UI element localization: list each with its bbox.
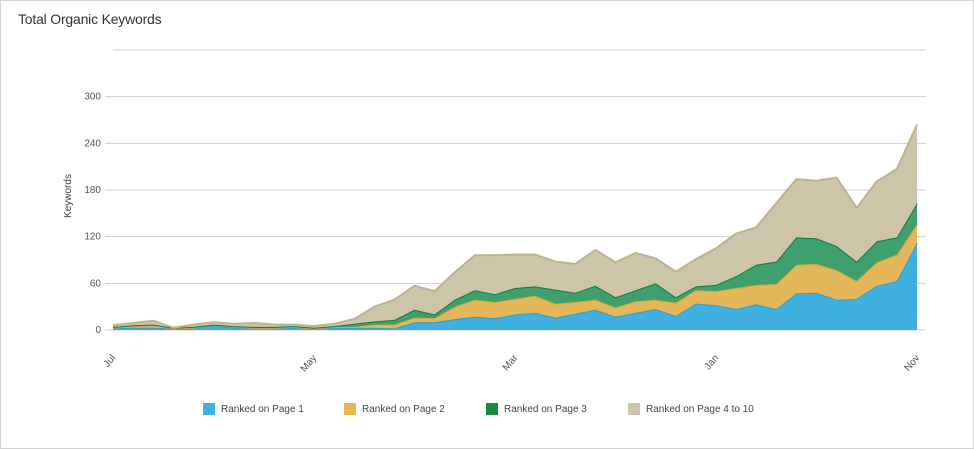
y-tick-label: 120 [84, 232, 101, 243]
legend-item-page-1[interactable]: Ranked on Page 1 [203, 403, 304, 415]
legend-label: Ranked on Page 1 [221, 403, 304, 415]
x-tick-label: Nov [902, 353, 922, 374]
chart-title: Total Organic Keywords [18, 11, 162, 27]
line-ranked-on-page-4-to-10 [112, 124, 918, 329]
area-ranked-on-page-4-to-10 [113, 124, 917, 328]
x-tick-label: Jul [102, 353, 119, 370]
x-tick-label: Mar [501, 352, 521, 373]
legend-label: Ranked on Page 3 [504, 403, 587, 415]
area-ranked-on-page-1 [113, 242, 917, 330]
y-axis-label: Keywords [63, 174, 74, 218]
legend-label: Ranked on Page 4 to 10 [646, 403, 754, 415]
y-tick-label: 300 [84, 92, 101, 103]
y-tick-label: 240 [84, 138, 101, 149]
area-ranked-on-page-2 [113, 224, 917, 329]
legend: Ranked on Page 1 Ranked on Page 2 Ranked… [0, 403, 974, 419]
legend-swatch [486, 403, 498, 415]
legend-item-page-3[interactable]: Ranked on Page 3 [486, 403, 587, 415]
legend-swatch [628, 403, 640, 415]
y-tick-label: 60 [90, 278, 102, 289]
x-tick-label: Jan [703, 353, 722, 372]
legend-swatch [344, 403, 356, 415]
y-tick-label: 0 [95, 325, 101, 336]
legend-item-page-4-to-10[interactable]: Ranked on Page 4 to 10 [628, 403, 754, 415]
x-tick-label: May [299, 353, 320, 375]
y-tick-label: 180 [84, 185, 101, 196]
legend-label: Ranked on Page 2 [362, 403, 445, 415]
legend-item-page-2[interactable]: Ranked on Page 2 [344, 403, 445, 415]
legend-swatch [203, 403, 215, 415]
